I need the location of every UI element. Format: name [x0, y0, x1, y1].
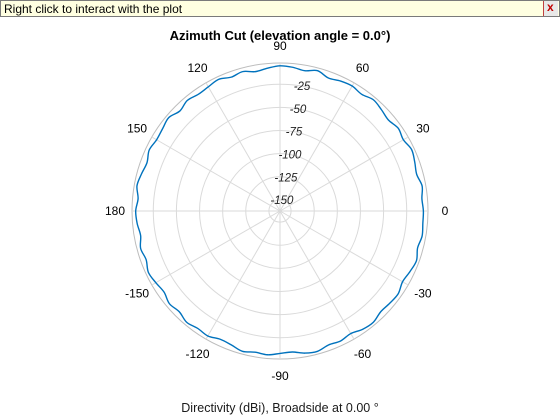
- spoke-11: [279, 210, 409, 286]
- radial-tick-label: -75: [286, 127, 303, 139]
- close-icon: x: [547, 0, 554, 14]
- spoke-10: [279, 210, 355, 340]
- radial-tick-label: -50: [290, 104, 307, 116]
- radial-tick-label: -100: [278, 150, 302, 162]
- radial-tick-label: -25: [294, 81, 311, 93]
- angle-tick-label: -60: [354, 347, 372, 361]
- angle-tick-labels: 0 30 60 90 120 150 180 -150 -120 -90 -60 -30: [105, 39, 449, 383]
- series-group: [134, 65, 425, 356]
- radial-tick-labels: -150 -125 -100 -75 -50 -25: [270, 81, 311, 207]
- series-line-0: [134, 65, 425, 356]
- angle-tick-label: -30: [414, 287, 432, 301]
- angle-tick-label: -120: [185, 347, 209, 361]
- radial-tick-label: -125: [274, 172, 298, 184]
- tooltip-text: Right click to interact with the plot: [4, 2, 183, 16]
- spoke-8: [205, 210, 281, 340]
- polar-grid: [131, 62, 429, 360]
- spoke-7: [151, 210, 281, 286]
- angle-tick-label: 0: [442, 204, 449, 218]
- interaction-tooltip: Right click to interact with the plot x: [0, 0, 560, 17]
- chart-title: Azimuth Cut (elevation angle = 0.0°): [170, 28, 391, 43]
- angle-tick-label: 180: [105, 204, 125, 218]
- spoke-1: [279, 136, 409, 212]
- radial-tick-label: -150: [270, 195, 294, 207]
- angle-tick-label: 150: [127, 122, 147, 136]
- angle-tick-label: 120: [187, 61, 207, 75]
- x-axis-label: Directivity (dBi), Broadside at 0.00 °: [181, 401, 378, 415]
- angle-tick-label: 60: [356, 61, 370, 75]
- spoke-5: [151, 136, 281, 212]
- angle-tick-label: -90: [271, 369, 289, 383]
- angle-tick-label: 90: [273, 39, 287, 53]
- tooltip-close-button[interactable]: x: [543, 0, 558, 16]
- spoke-4: [205, 82, 281, 212]
- spoke-2: [279, 82, 355, 212]
- angle-tick-label: 30: [416, 122, 430, 136]
- angle-tick-label: -150: [125, 287, 149, 301]
